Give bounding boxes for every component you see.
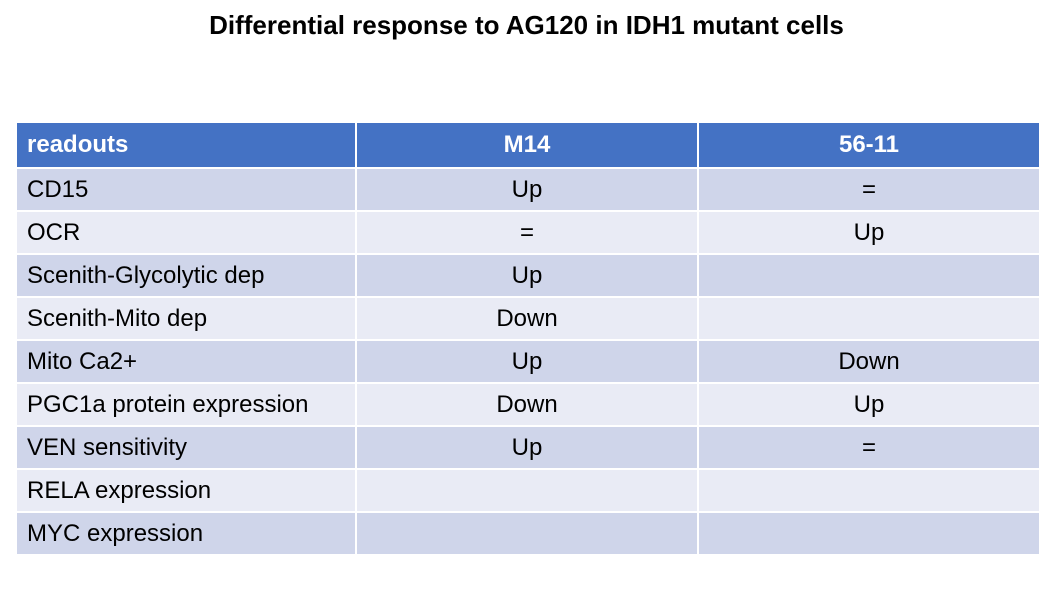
m14-cell: Up bbox=[355, 339, 699, 384]
c5611-cell bbox=[697, 468, 1041, 513]
table-row: Scenith-Mito dep Down bbox=[15, 296, 1041, 341]
header-readouts: readouts bbox=[15, 121, 357, 169]
c5611-cell: Up bbox=[697, 210, 1041, 255]
readout-cell: Scenith-Mito dep bbox=[15, 296, 357, 341]
header-56-11: 56-11 bbox=[697, 121, 1041, 169]
page-title: Differential response to AG120 in IDH1 m… bbox=[209, 10, 844, 40]
m14-cell: Up bbox=[355, 167, 699, 212]
header-m14: M14 bbox=[355, 121, 699, 169]
readout-cell: VEN sensitivity bbox=[15, 425, 357, 470]
m14-cell: Up bbox=[355, 253, 699, 298]
readout-cell: PGC1a protein expression bbox=[15, 382, 357, 427]
table-row: Scenith-Glycolytic dep Up bbox=[15, 253, 1041, 298]
c5611-cell: = bbox=[697, 425, 1041, 470]
readout-cell: Mito Ca2+ bbox=[15, 339, 357, 384]
m14-cell: Up bbox=[355, 425, 699, 470]
readout-cell: Scenith-Glycolytic dep bbox=[15, 253, 357, 298]
table-row: CD15 Up = bbox=[15, 167, 1041, 212]
c5611-cell bbox=[697, 296, 1041, 341]
table-row: RELA expression bbox=[15, 468, 1041, 513]
readout-cell: MYC expression bbox=[15, 511, 357, 556]
table-row: Mito Ca2+ Up Down bbox=[15, 339, 1041, 384]
c5611-cell bbox=[697, 253, 1041, 298]
table-header-row: readouts M14 56-11 bbox=[15, 121, 1041, 169]
c5611-cell: Up bbox=[697, 382, 1041, 427]
m14-cell bbox=[355, 468, 699, 513]
m14-cell: = bbox=[355, 210, 699, 255]
table-row: PGC1a protein expression Down Up bbox=[15, 382, 1041, 427]
c5611-cell: Down bbox=[697, 339, 1041, 384]
m14-cell: Down bbox=[355, 296, 699, 341]
m14-cell bbox=[355, 511, 699, 556]
c5611-cell: = bbox=[697, 167, 1041, 212]
table-row: VEN sensitivity Up = bbox=[15, 425, 1041, 470]
readout-cell: CD15 bbox=[15, 167, 357, 212]
readout-cell: OCR bbox=[15, 210, 357, 255]
c5611-cell bbox=[697, 511, 1041, 556]
table-row: OCR = Up bbox=[15, 210, 1041, 255]
m14-cell: Down bbox=[355, 382, 699, 427]
table-row: MYC expression bbox=[15, 511, 1041, 556]
readout-table: readouts M14 56-11 CD15 Up = OCR = Up Sc… bbox=[15, 121, 1041, 556]
readout-cell: RELA expression bbox=[15, 468, 357, 513]
